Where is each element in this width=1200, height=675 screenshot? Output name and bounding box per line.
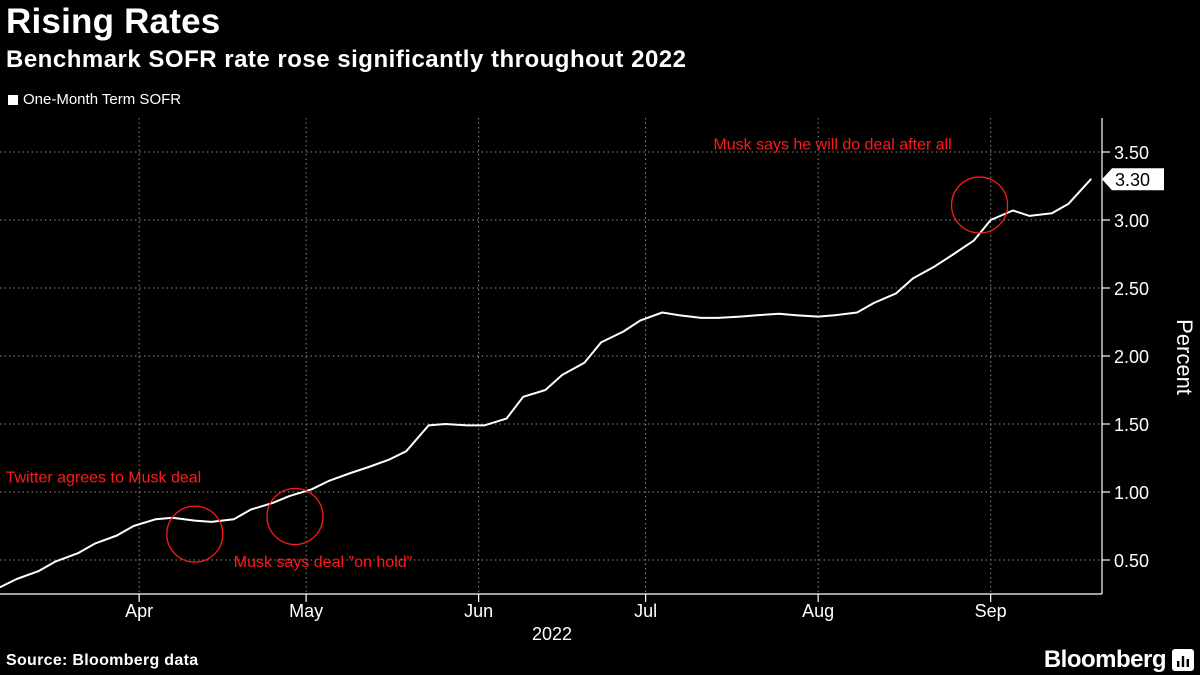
data-point: [1067, 202, 1070, 205]
data-point: [1051, 212, 1053, 214]
data-point: [116, 534, 118, 537]
y-tick-label: 3.50: [1114, 143, 1149, 163]
data-point: [950, 254, 953, 257]
data-point: [1012, 209, 1014, 212]
data-point: [327, 480, 330, 482]
data-point: [388, 458, 391, 461]
data-point: [466, 424, 469, 427]
y-tick-label: 2.00: [1114, 347, 1149, 367]
annotation-text: Musk says he will do deal after all: [713, 136, 951, 153]
data-point: [366, 466, 369, 469]
data-point: [561, 374, 563, 376]
data-point: [210, 521, 213, 523]
y-axis-label: Percent: [1172, 319, 1197, 395]
data-point: [873, 302, 875, 304]
annotation-circle: [166, 505, 224, 563]
source-note: Source: Bloomberg data: [6, 652, 199, 669]
legend: One-Month Term SOFR: [8, 91, 181, 108]
legend-label: One-Month Term SOFR: [23, 91, 182, 108]
data-point: [661, 311, 664, 314]
data-point: [483, 424, 486, 427]
data-point: [0, 586, 1, 588]
data-point: [505, 417, 508, 420]
data-point: [795, 314, 797, 317]
data-point: [38, 570, 40, 572]
data-point: [739, 315, 742, 318]
annotation-text: Musk says deal "on hold": [234, 554, 413, 571]
x-axis-year-label: 2022: [532, 624, 572, 644]
data-point: [310, 488, 313, 491]
data-point: [600, 341, 602, 344]
y-tick-label: 1.50: [1114, 415, 1149, 435]
data-point: [93, 542, 96, 545]
data-point: [15, 578, 18, 580]
annotation-circle: [950, 176, 1009, 234]
last-value-label: 3.30: [1115, 170, 1150, 190]
data-point: [522, 396, 524, 398]
bloomberg-chart-icon: [1172, 649, 1194, 671]
data-point: [622, 330, 625, 333]
data-point: [583, 362, 586, 364]
data-point: [834, 314, 836, 317]
data-point: [349, 472, 352, 474]
data-point: [544, 389, 547, 391]
data-point: [1028, 215, 1031, 217]
x-tick-label: Jul: [634, 601, 657, 621]
chart-subtitle: Benchmark SOFR rate rose significantly t…: [6, 46, 687, 73]
data-point: [427, 424, 430, 427]
grid-lines: [0, 118, 1102, 594]
x-tick-label: Jun: [464, 601, 493, 621]
x-tick-label: Aug: [802, 601, 834, 621]
data-point: [911, 277, 914, 280]
brand-logo: Bloomberg: [1043, 646, 1167, 673]
data-point: [989, 219, 992, 221]
series-line-term-sofr: [0, 178, 1092, 589]
data-point: [54, 560, 57, 563]
chart-title: Rising Rates: [6, 2, 221, 41]
data-point: [717, 317, 719, 319]
legend-swatch: [8, 94, 18, 105]
data-point: [249, 508, 252, 511]
y-tick-label: 2.50: [1114, 279, 1149, 299]
annotations-layer: Twitter agrees to Musk deal Musk says dea…: [6, 136, 1009, 571]
y-tick-label: 3.00: [1114, 211, 1149, 231]
data-point: [934, 265, 936, 268]
data-point: [895, 292, 897, 295]
data-point: [817, 315, 819, 318]
annotation-text: Twitter agrees to Musk deal: [6, 469, 202, 486]
data-point: [778, 313, 780, 315]
y-tick-label: 1.00: [1114, 483, 1149, 503]
data-point: [756, 314, 758, 317]
data-point: [193, 519, 196, 522]
data-point: [271, 502, 274, 504]
data-point: [856, 311, 858, 314]
axes: 3.30: [0, 118, 1164, 595]
data-point: [132, 525, 135, 527]
data-point: [700, 317, 703, 319]
data-point: [232, 518, 235, 520]
annotation-circle: [266, 487, 324, 546]
data-point: [77, 552, 79, 554]
data-point: [288, 495, 291, 497]
x-tick-label: May: [289, 601, 323, 621]
y-tick-label: 0.50: [1114, 551, 1149, 571]
data-point: [444, 423, 447, 425]
data-point: [155, 518, 157, 520]
data-point: [639, 319, 641, 322]
last-value-tag: [1102, 168, 1164, 191]
y-axis-ticks: 0.50 1.00 1.50 2.00 2.50 3.00 3.50: [1102, 143, 1149, 571]
data-point: [678, 314, 680, 317]
x-tick-label: Apr: [125, 601, 153, 621]
data-point: [1090, 178, 1092, 180]
data-point: [405, 450, 408, 453]
x-axis-ticks: Apr May Jun Jul Aug Sep: [125, 594, 1007, 621]
series-layer: [0, 178, 1092, 589]
data-point: [973, 239, 975, 242]
x-tick-label: Sep: [975, 601, 1007, 621]
